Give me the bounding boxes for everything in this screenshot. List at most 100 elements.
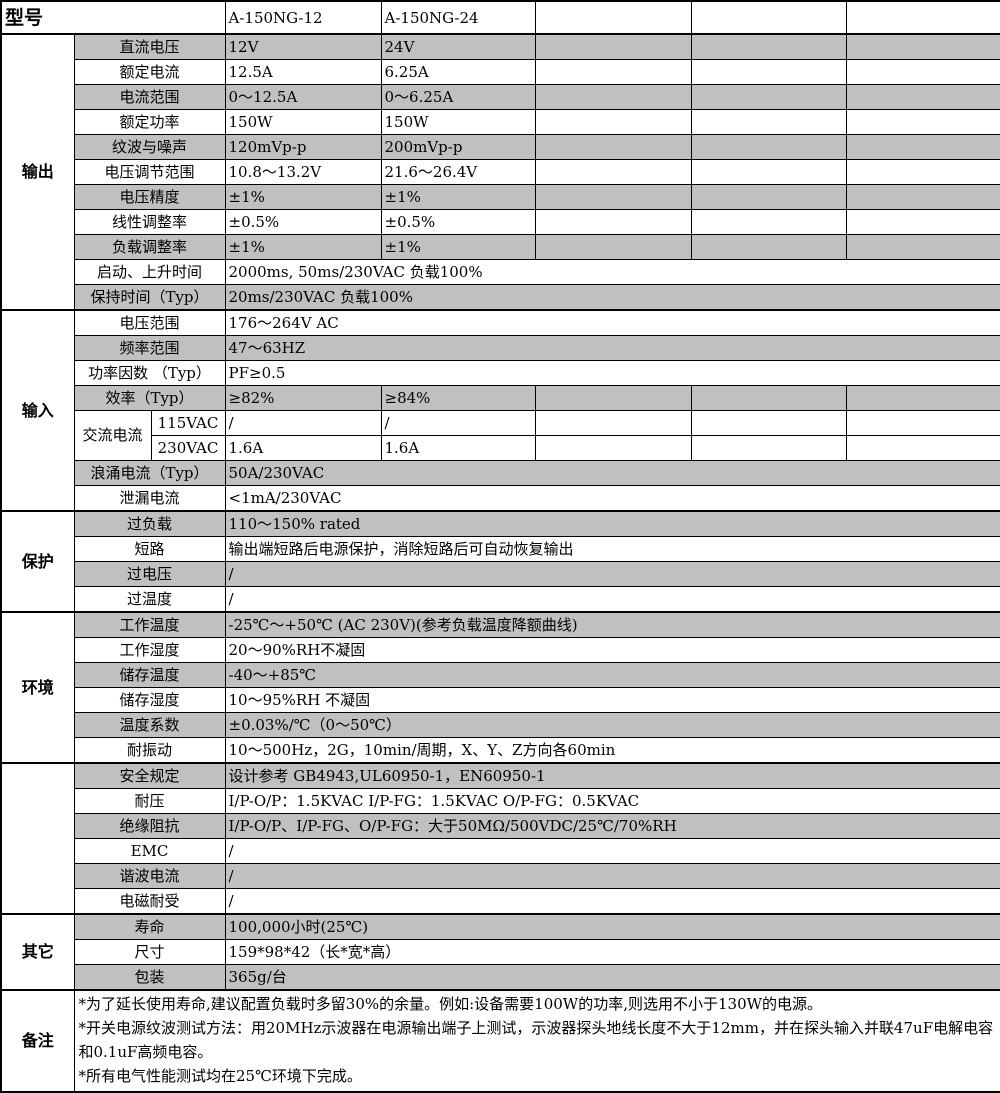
param-value: / bbox=[224, 586, 1000, 613]
param-value bbox=[690, 109, 847, 135]
param-label: 耐振动 bbox=[73, 737, 226, 764]
model-name bbox=[534, 0, 692, 35]
param-label: 电压精度 bbox=[73, 184, 226, 210]
notes-row: 备注 *为了延长使用寿命,建议配置负载时多留30%的余量。例如:设备需要100W的… bbox=[0, 989, 1000, 1093]
section-label: 保护 bbox=[0, 510, 75, 613]
param-label: 寿命 bbox=[73, 913, 226, 940]
param-value: <1mA/230VAC bbox=[224, 485, 1000, 512]
param-value bbox=[534, 84, 692, 110]
param-label: 电压范围 bbox=[73, 309, 226, 336]
param-value: 176～264V AC bbox=[224, 309, 1000, 336]
param-label: 过温度 bbox=[73, 586, 226, 613]
param-value: 365g/台 bbox=[224, 964, 1000, 991]
param-value: 设计参考 GB4943,UL60950-1，EN60950-1 bbox=[224, 762, 1000, 789]
param-value: -25℃～+50℃ (AC 230V)(参考负载温度降额曲线) bbox=[224, 611, 1000, 638]
param-value: / bbox=[224, 863, 1000, 889]
table-row: 绝缘阻抗 I/P-O/P、I/P-FG、O/P-FG：大于50MΩ/500VDC/… bbox=[1, 813, 1000, 839]
param-value bbox=[534, 234, 692, 260]
param-label: 功率因数 （Typ） bbox=[73, 360, 226, 386]
param-value: 1.6A bbox=[224, 435, 382, 461]
param-value bbox=[534, 385, 692, 411]
table-row: 230VAC 1.6A 1.6A bbox=[1, 435, 1000, 461]
table-row: 效率（Typ） ≥82% ≥84% bbox=[1, 385, 1000, 411]
section-label: 输出 bbox=[0, 33, 75, 311]
param-label: 包装 bbox=[73, 964, 226, 991]
param-value bbox=[690, 33, 847, 60]
table-row: 过温度 / bbox=[1, 586, 1000, 613]
param-label: 温度系数 bbox=[73, 712, 226, 738]
param-value: 0～12.5A bbox=[224, 84, 382, 110]
param-label: 效率（Typ） bbox=[73, 385, 226, 411]
param-label: 过负载 bbox=[73, 510, 226, 537]
param-value: / bbox=[224, 410, 382, 436]
model-name bbox=[690, 0, 847, 35]
param-value: 150W bbox=[380, 109, 536, 135]
table-row: 功率因数 （Typ） PF≥0.5 bbox=[1, 360, 1000, 386]
table-row: 频率范围 47～63HZ bbox=[1, 335, 1000, 361]
param-value: ±1% bbox=[224, 184, 382, 210]
section-label: 输入 bbox=[0, 309, 75, 512]
param-value: ±0.5% bbox=[380, 209, 536, 235]
param-value bbox=[690, 209, 847, 235]
param-label: 泄漏电流 bbox=[73, 485, 226, 512]
table-row: 额定功率 150W 150W bbox=[1, 109, 1000, 135]
note-line: *开关电源纹波测试方法：用20MHz示波器在电源输出端子上测试，示波器探头地线长… bbox=[78, 1019, 994, 1061]
param-value bbox=[534, 109, 692, 135]
table-row: 耐压 I/P-O/P：1.5KVAC I/P-FG：1.5KVAC O/P-FG：… bbox=[1, 788, 1000, 814]
param-value: 10.8～13.2V bbox=[224, 159, 382, 185]
table-row: EMC / bbox=[1, 838, 1000, 864]
param-value: 21.6～26.4V bbox=[380, 159, 536, 185]
table-row: 启动、上升时间 2000ms, 50ms/230VAC 负载100% bbox=[1, 259, 1000, 285]
param-value bbox=[845, 385, 1000, 411]
param-label: 尺寸 bbox=[73, 939, 226, 965]
param-label: 额定功率 bbox=[73, 109, 226, 135]
param-value bbox=[534, 209, 692, 235]
param-value: I/P-O/P、I/P-FG、O/P-FG：大于50MΩ/500VDC/25℃/… bbox=[224, 813, 1000, 839]
section-label: 其它 bbox=[0, 913, 75, 991]
table-row: 电磁耐受 / bbox=[1, 888, 1000, 915]
param-label: 耐压 bbox=[73, 788, 226, 814]
param-value: 100,000小时(25℃) bbox=[224, 913, 1000, 940]
table-row: 其它 寿命 100,000小时(25℃) bbox=[0, 913, 1000, 991]
table-row: 安全规定 设计参考 GB4943,UL60950-1，EN60950-1 bbox=[0, 762, 1000, 915]
param-value: 120mVp-p bbox=[224, 134, 382, 160]
param-value: / bbox=[224, 888, 1000, 915]
param-value bbox=[534, 33, 692, 60]
param-value: / bbox=[224, 838, 1000, 864]
param-label: 储存温度 bbox=[73, 662, 226, 688]
param-value: PF≥0.5 bbox=[224, 360, 1000, 386]
param-value bbox=[690, 234, 847, 260]
model-name bbox=[845, 0, 1000, 35]
notes-label: 备注 bbox=[0, 989, 75, 1093]
param-value: -40～+85℃ bbox=[224, 662, 1000, 688]
table-row: 纹波与噪声 120mVp-p 200mVp-p bbox=[1, 134, 1000, 160]
param-value bbox=[845, 209, 1000, 235]
param-label: 负载调整率 bbox=[73, 234, 226, 260]
table-row: 输入 电压范围 176～264V AC bbox=[0, 309, 1000, 512]
table-row: 耐振动 10～500Hz，2G，10min/周期，X、Y、Z方向各60min bbox=[1, 737, 1000, 764]
note-line: *为了延长使用寿命,建议配置负载时多留30%的余量。例如:设备需要100W的功率… bbox=[78, 995, 823, 1013]
param-value bbox=[690, 410, 847, 436]
table-row: 短路 输出端短路后电源保护，消除短路后可自动恢复输出 bbox=[1, 536, 1000, 562]
param-label: 谐波电流 bbox=[73, 863, 226, 889]
param-label: 过电压 bbox=[73, 561, 226, 587]
param-value: ±0.5% bbox=[224, 209, 382, 235]
param-value bbox=[690, 385, 847, 411]
param-label: 安全规定 bbox=[73, 762, 226, 789]
param-label: 频率范围 bbox=[73, 335, 226, 361]
table-row: 额定电流 12.5A 6.25A bbox=[1, 59, 1000, 85]
param-value: 200mVp-p bbox=[380, 134, 536, 160]
header-row: 型号 A-150NG-12 A-150NG-24 bbox=[0, 0, 1000, 35]
param-value: / bbox=[380, 410, 536, 436]
table-row: 谐波电流 / bbox=[1, 863, 1000, 889]
param-value bbox=[845, 410, 1000, 436]
param-value bbox=[690, 184, 847, 210]
param-value bbox=[690, 59, 847, 85]
param-label: 储存湿度 bbox=[73, 687, 226, 713]
param-label: 启动、上升时间 bbox=[73, 259, 226, 285]
table-row: 储存温度 -40～+85℃ bbox=[1, 662, 1000, 688]
param-value: ±0.03%/℃（0～50℃） bbox=[224, 712, 1000, 738]
table-row: 电压精度 ±1% ±1% bbox=[1, 184, 1000, 210]
param-label: 工作湿度 bbox=[73, 637, 226, 663]
model-name: A-150NG-12 bbox=[224, 0, 382, 35]
